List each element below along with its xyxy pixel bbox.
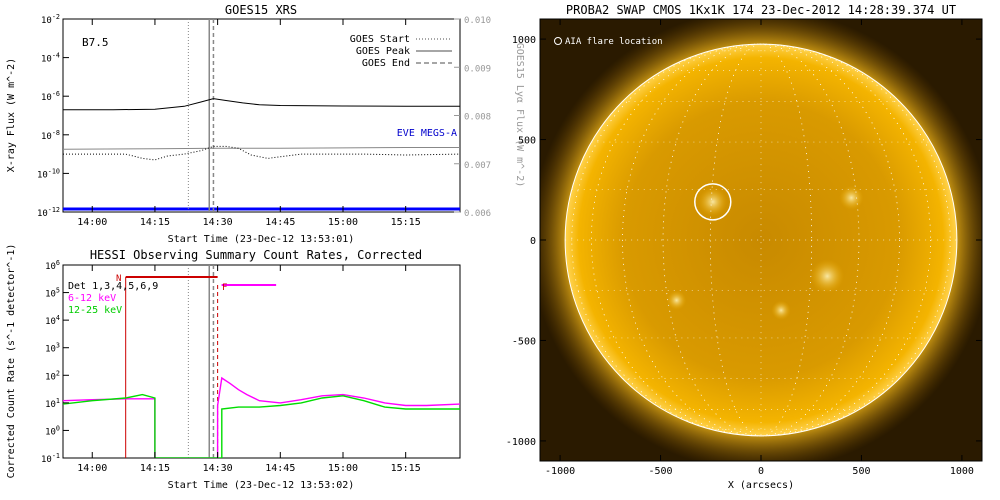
swap-ytick-label: 1000 [512, 35, 536, 46]
hessi-ylabel: Corrected Count Rate (s^-1 detector^-1) [6, 244, 17, 479]
hessi-title: HESSI Observing Summary Count Rates, Cor… [90, 248, 422, 262]
hessi-ytick-label: 101 [45, 397, 60, 410]
active-region-1 [810, 259, 845, 294]
goes-xtick-label: 14:15 [140, 217, 170, 228]
hessi-ytick-label: 102 [45, 369, 60, 382]
goes-legend-label: GOES End [362, 58, 410, 69]
goes-series-0 [63, 98, 460, 111]
hessi-xtick-label: 14:45 [265, 463, 295, 474]
hessi-flare-label: F [222, 283, 227, 293]
hessi-plot-area [63, 265, 460, 458]
swap-title: PROBA2 SWAP CMOS 1Kx1K 174 23-Dec-2012 1… [566, 3, 956, 17]
hessi-xtick-label: 14:30 [203, 463, 233, 474]
swap-image [540, 19, 982, 461]
solar-disk [565, 44, 957, 436]
swap-ytick-label: 500 [518, 136, 536, 147]
goes-title: GOES15 XRS [225, 3, 297, 17]
hessi-legend-6-12: 6-12 keV [68, 293, 116, 304]
hessi-ytick-label: 106 [45, 259, 60, 272]
goes-ylabel: X-ray Flux (W m^-2) [6, 58, 17, 172]
goes-legend-label: GOES Start [350, 34, 410, 45]
hessi-det-label: Det 1,3,4,5,6,9 [68, 281, 158, 292]
goes-panel: GOES15 XRS 14:00 14:15 14:30 14:45 15:00 15:1… [6, 3, 525, 245]
swap-ytick-label: 0 [530, 236, 536, 247]
flare-location-marker [694, 183, 732, 221]
goes-plot-area [63, 19, 460, 212]
goes-series-1 [63, 147, 460, 150]
hessi-ytick-label: 103 [45, 342, 60, 355]
active-region-0 [698, 187, 728, 217]
hessi-legend-12-25: 12-25 keV [68, 305, 122, 316]
hessi-panel: HESSI Observing Summary Count Rates, Cor… [6, 244, 461, 491]
active-region-4 [771, 300, 791, 320]
goes-y2tick-label: 0.008 [464, 113, 491, 123]
hessi-night-label: N [116, 274, 121, 284]
hessi-ytick-label: 105 [45, 287, 60, 300]
goes-series-2 [63, 145, 460, 161]
hessi-axes: 14:00 14:15 14:30 14:45 15:00 15:15 106 105 104 1… [41, 259, 421, 474]
goes-xtick-label: 14:00 [77, 217, 107, 228]
goes-eve-label: EVE MEGS-A [397, 128, 457, 139]
hessi-xtick-label: 14:00 [77, 463, 107, 474]
goes-ytick-label: 10-6 [41, 90, 60, 103]
hessi-plot-frame [62, 264, 461, 459]
goes-y2tick-label: 0.010 [464, 16, 491, 26]
goes-y2tick-label: 0.007 [464, 161, 491, 171]
goes-ytick-label: 10-4 [41, 52, 60, 65]
active-regions [666, 185, 864, 320]
solar-limb [564, 43, 958, 437]
swap-legend-label: AIA flare location [565, 37, 663, 47]
goes-axes: 14:00 14:15 14:30 14:45 15:00 15:15 10-2 10-4 10… [37, 13, 491, 228]
goes-annotation: B7.5 [82, 36, 109, 49]
hessi-ytick-label: 10-1 [41, 452, 60, 465]
swap-xtick-label: -1000 [545, 466, 575, 477]
goes-ytick-label: 10-12 [37, 206, 60, 219]
hessi-xtick-label: 15:00 [328, 463, 358, 474]
longitude-line [591, 43, 931, 437]
swap-xtick-label: 0 [758, 466, 764, 477]
goes-ytick-label: 10-10 [37, 167, 60, 180]
goes-y2tick-label: 0.006 [464, 209, 491, 219]
swap-xtick-label: -500 [648, 466, 672, 477]
goes-y2tick-label: 0.009 [464, 64, 491, 74]
longitude-line [662, 43, 860, 437]
goes-y2label: GOES15 Lyα Flux (W m^-2) [514, 43, 525, 188]
hessi-ytick-label: 104 [45, 314, 60, 327]
goes-ytick-label: 10-8 [41, 129, 60, 142]
swap-panel: PROBA2 SWAP CMOS 1Kx1K 174 23-Dec-2012 1… [506, 3, 983, 491]
goes-xlabel: Start Time (23-Dec-12 13:53:01) [168, 234, 355, 245]
swap-ytick-label: -1000 [506, 437, 536, 448]
swap-xtick-label: 500 [852, 466, 870, 477]
goes-xtick-label: 14:30 [203, 217, 233, 228]
goes-xtick-label: 15:15 [391, 217, 421, 228]
goes-legend-label: GOES Peak [356, 46, 410, 57]
swap-ytick-label: -500 [512, 336, 536, 347]
goes-xtick-label: 14:45 [265, 217, 295, 228]
swap-xlabel: X (arcsecs) [728, 480, 794, 491]
goes-xtick-label: 15:00 [328, 217, 358, 228]
active-region-3 [666, 290, 687, 310]
hessi-series-1 [63, 393, 460, 458]
swap-legend-symbol [554, 37, 562, 45]
hessi-xtick-label: 15:15 [391, 463, 421, 474]
swap-xtick-label: 1000 [950, 466, 974, 477]
hessi-series-0 [63, 376, 460, 458]
hessi-xtick-label: 14:15 [140, 463, 170, 474]
swap-axes: -1000 -500 0 500 1000 1000 500 0 -500 -1000 [506, 19, 982, 477]
goes-ytick-label: 10-2 [41, 13, 60, 26]
hessi-ytick-label: 100 [45, 424, 60, 437]
hessi-xlabel: Start Time (23-Dec-12 13:53:02) [168, 480, 355, 491]
